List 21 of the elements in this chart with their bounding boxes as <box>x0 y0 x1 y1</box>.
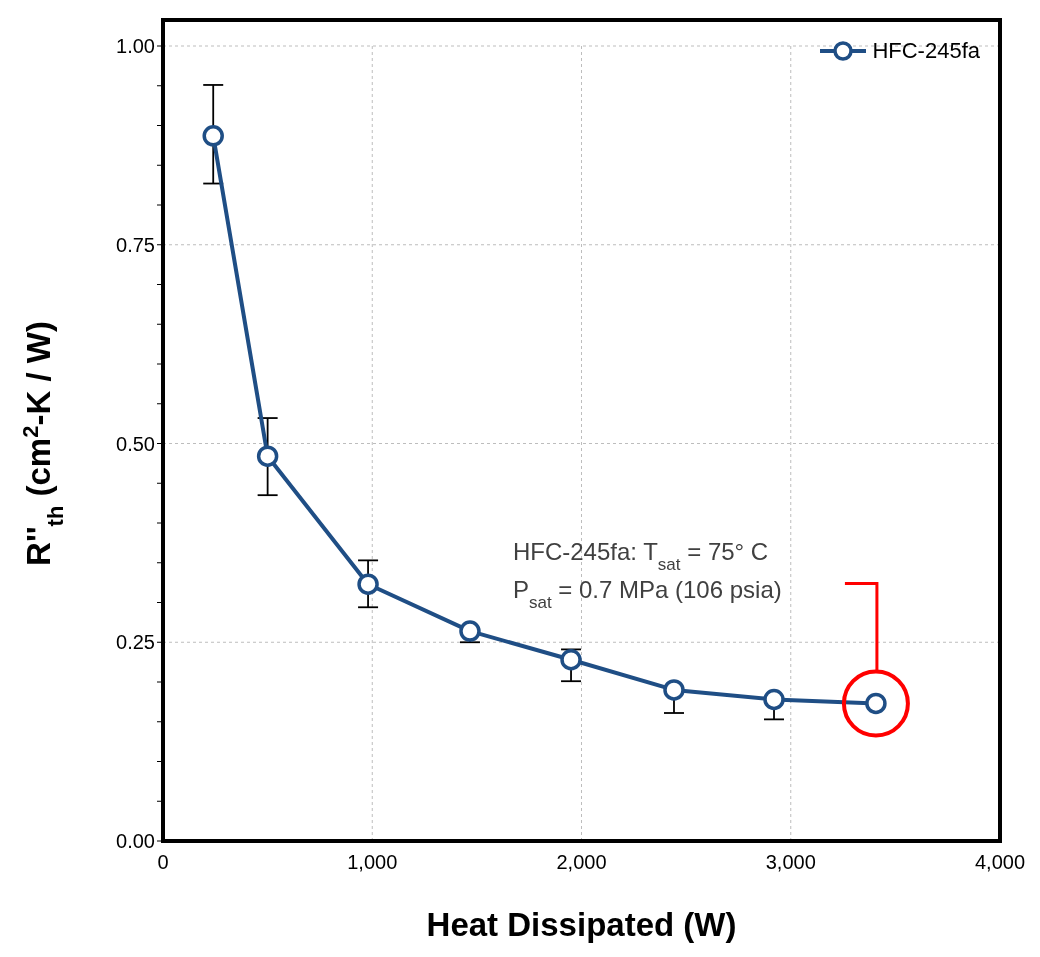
point <box>560 648 582 671</box>
point <box>459 620 481 642</box>
y-tick-label: 0.50 <box>116 432 155 455</box>
point <box>202 125 224 147</box>
x-tick-label: 4,000 <box>974 851 1026 874</box>
x-tick-label: 2,000 <box>556 851 607 874</box>
y-tick-label: 0.25 <box>116 631 155 654</box>
point <box>663 679 685 701</box>
x-tick-label: 3,000 <box>765 851 816 874</box>
legend-label: HFC-245fa <box>872 38 980 64</box>
y-tick-label: 1.00 <box>116 35 155 58</box>
y-tick-label: 0.00 <box>116 830 155 853</box>
x-axis-title: Heat Dissipated (W) <box>426 906 737 943</box>
point <box>357 573 379 595</box>
annotation: P$_{sat}$ = 0.7 MPa (106 psia) <box>512 576 782 612</box>
y-tick-label: 0.75 <box>116 233 155 256</box>
x-tick-label: 0 <box>157 851 169 874</box>
point <box>763 688 785 711</box>
annotation: HFC-245fa: T$_{sat}$ = 75° C <box>512 538 769 574</box>
x-tick-label: 1,000 <box>347 851 398 874</box>
point <box>256 445 279 467</box>
